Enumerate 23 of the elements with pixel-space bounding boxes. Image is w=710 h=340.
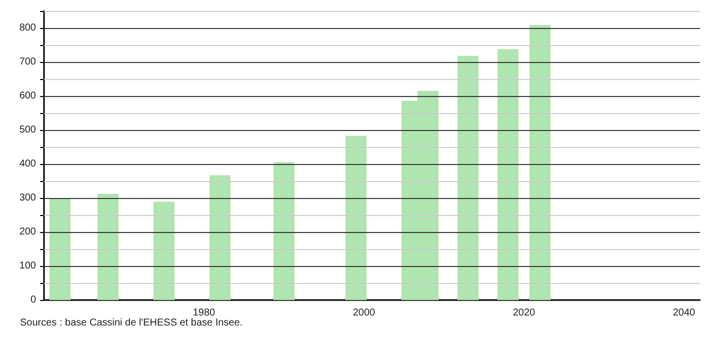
y-tick-label: 800 — [19, 22, 36, 34]
bar — [154, 202, 174, 300]
y-tick-label: 100 — [19, 260, 36, 272]
bar — [210, 175, 230, 300]
y-tick-label: 500 — [19, 124, 36, 136]
x-tick-label: 2020 — [512, 308, 536, 318]
y-tick-label: 400 — [19, 158, 36, 170]
y-tick-label: 700 — [19, 56, 36, 68]
y-tick-label: 300 — [19, 192, 36, 204]
bar — [98, 194, 118, 300]
x-tick-label: 2040 — [672, 308, 696, 318]
y-tick-label: 600 — [19, 90, 36, 102]
bar — [274, 162, 294, 300]
bar — [346, 136, 366, 300]
source-note: Sources : base Cassini de l'EHESS et base Insee. — [20, 318, 243, 328]
bar — [458, 56, 478, 300]
x-tick-label: 2000 — [352, 308, 376, 318]
y-tick-label: 200 — [19, 226, 36, 238]
bar — [498, 49, 518, 300]
x-tick-label: 1980 — [192, 308, 216, 318]
bar — [530, 24, 550, 300]
bar — [50, 198, 70, 300]
y-tick-label: 0 — [30, 294, 36, 306]
